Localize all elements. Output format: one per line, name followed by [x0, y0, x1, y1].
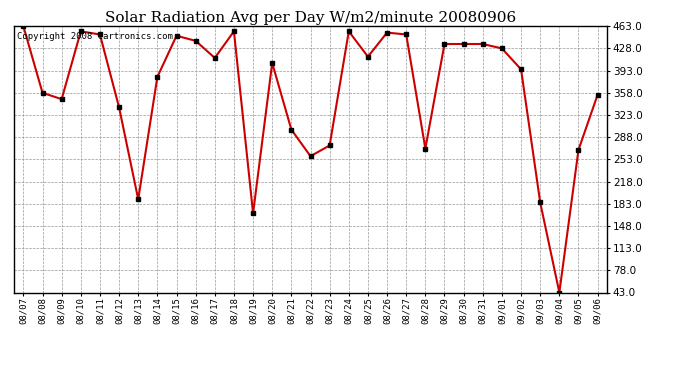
Title: Solar Radiation Avg per Day W/m2/minute 20080906: Solar Radiation Avg per Day W/m2/minute …: [105, 11, 516, 25]
Text: Copyright 2008 Cartronics.com: Copyright 2008 Cartronics.com: [17, 32, 172, 40]
